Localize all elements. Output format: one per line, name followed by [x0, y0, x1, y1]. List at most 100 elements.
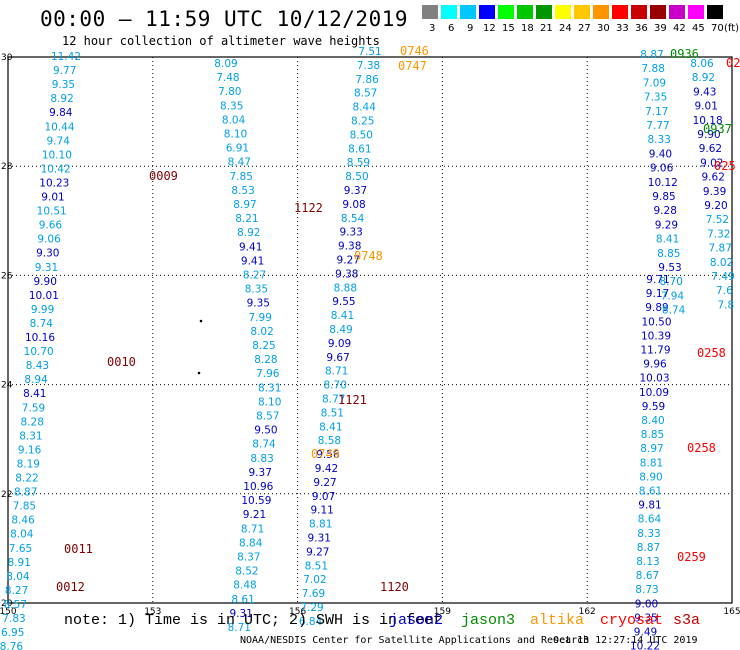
- wave-height-value: 9.01: [695, 101, 718, 113]
- wave-height-value: 8.87: [14, 487, 37, 499]
- legend-jason3: jason3: [461, 612, 516, 629]
- wave-height-value: 8.57: [4, 599, 27, 611]
- wave-height-value: 7.83: [2, 613, 25, 625]
- wave-height-value: 8.46: [11, 515, 35, 527]
- wave-height-value: 10.70: [24, 346, 54, 358]
- wave-height-value: 7.35: [644, 92, 667, 104]
- wave-height-value: 9.02: [700, 157, 723, 169]
- wave-height-value: 10.42: [41, 163, 71, 175]
- wave-height-value: 9.74: [47, 135, 71, 147]
- wave-height-value: 7.59: [22, 402, 45, 414]
- scale-swatch: [536, 5, 552, 19]
- wave-height-value: 7.48: [216, 72, 239, 84]
- wave-height-value: 7.51: [358, 46, 381, 58]
- lon-tick-label: 162: [579, 607, 596, 617]
- wave-height-value: 8.74: [252, 439, 276, 451]
- wave-height-value: 9.84: [49, 107, 73, 119]
- wave-height-value: 10.22: [630, 641, 660, 650]
- wave-height-value: 8.25: [252, 340, 275, 352]
- wave-height-value: 9.27: [306, 546, 329, 558]
- wave-height-value: 11.42: [51, 51, 81, 63]
- wave-height-value: 7.87: [709, 243, 732, 255]
- wave-height-value: 8.88: [334, 282, 357, 294]
- map-title: 00:00 – 11:59 UTC 10/12/2019: [40, 7, 409, 31]
- wave-height-value: 9.38: [335, 268, 358, 280]
- wave-height-value: 9.35: [52, 79, 75, 91]
- wave-height-value: 8.35: [245, 284, 268, 296]
- wave-height-value: 9.55: [332, 296, 355, 308]
- scale-label: 3: [429, 23, 436, 34]
- wave-height-value: 9.42: [315, 463, 338, 475]
- units-note: note: 1) Time is in UTC; 2) SWH is in fe…: [64, 612, 443, 629]
- wave-height-value: 8.13: [636, 556, 659, 568]
- pass-time-label: 0258: [687, 441, 716, 455]
- scale-swatch: [707, 5, 723, 19]
- wave-height-value: 7.94: [661, 290, 685, 302]
- wave-height-value: 9.06: [37, 234, 61, 246]
- wave-height-value: 8.33: [648, 134, 671, 146]
- wave-height-value: 9.31: [308, 533, 331, 545]
- wave-height-value: 7.09: [643, 77, 666, 89]
- wave-height-value: 8.71: [325, 366, 348, 378]
- wave-height-value: 7.52: [706, 214, 729, 226]
- wave-height-value: 8.49: [329, 324, 352, 336]
- wave-height-value: 8.90: [639, 471, 662, 483]
- wave-height-value: 8.10: [258, 396, 281, 408]
- wave-height-value: 9.16: [18, 444, 42, 456]
- wave-height-value: 7.86: [355, 74, 379, 86]
- scale-label: 30: [597, 23, 610, 34]
- wave-height-value: 8.02: [710, 257, 733, 269]
- wave-height-value: 6.84: [299, 616, 323, 628]
- scale-swatch: [650, 5, 666, 19]
- pass-time-label: 0746: [400, 44, 429, 58]
- wave-height-value: 9.41: [239, 241, 262, 253]
- wave-height-value: 8.92: [692, 72, 715, 84]
- scale-swatch: [688, 5, 704, 19]
- wave-height-value: 8.41: [331, 310, 354, 322]
- wave-height-value: 9.31: [35, 262, 58, 274]
- wave-height-value: 8.84: [239, 537, 263, 549]
- legend-s3a: s3a: [673, 612, 701, 629]
- wave-height-value: 9.35: [247, 298, 270, 310]
- wave-height-value: 8.61: [348, 143, 371, 155]
- wave-height-value: 9.62: [699, 143, 722, 155]
- wave-height-value: 8.87: [640, 49, 663, 61]
- wave-height-value: 7.85: [230, 171, 253, 183]
- wave-height-value: 6.95: [1, 627, 24, 639]
- wave-height-value: 10.50: [641, 316, 671, 328]
- wave-height-value: 10.59: [241, 495, 271, 507]
- wave-height-value: 7.6: [716, 285, 733, 297]
- wave-height-value: 8.57: [256, 411, 279, 423]
- wave-height-value: 8.27: [243, 270, 266, 282]
- wave-height-value: 10.51: [37, 206, 67, 218]
- wave-height-value: 8.22: [15, 473, 38, 485]
- wave-height-value: 8.28: [21, 416, 44, 428]
- scale-swatch: [460, 5, 476, 19]
- wave-height-value: 10.44: [44, 121, 74, 133]
- scale-swatch: [422, 5, 438, 19]
- scale-label: 45: [692, 23, 705, 34]
- wave-height-value: 8.53: [231, 185, 254, 197]
- wave-height-value: 9.35: [634, 612, 657, 624]
- pass-time-label: 0009: [149, 169, 178, 183]
- wave-height-value: 9.89: [645, 302, 668, 314]
- wave-height-value: 8.04: [222, 114, 246, 126]
- wave-height-value: 8.51: [321, 407, 344, 419]
- wave-height-value: 8.31: [258, 382, 281, 394]
- scale-label: 18: [521, 23, 534, 34]
- wave-height-value: 8.48: [233, 580, 256, 592]
- wave-height-value: 9.50: [254, 425, 277, 437]
- wave-height-value: 8.74: [30, 318, 54, 330]
- scale-swatch: [479, 5, 495, 19]
- wave-height-value: 8.81: [309, 519, 332, 531]
- wave-height-value: 9.30: [36, 248, 59, 260]
- wave-height-value: 9.71: [646, 274, 669, 286]
- wave-height-value: 9.27: [337, 255, 360, 267]
- wave-height-value: 8.57: [354, 88, 377, 100]
- wave-height-value: 9.43: [693, 86, 716, 98]
- wave-height-value: 8.35: [220, 100, 243, 112]
- wave-height-value: 9.96: [643, 359, 667, 371]
- wave-height-value: 11.79: [640, 345, 670, 357]
- wave-height-value: 9.21: [243, 509, 266, 521]
- wave-height-value: 8.40: [641, 415, 664, 427]
